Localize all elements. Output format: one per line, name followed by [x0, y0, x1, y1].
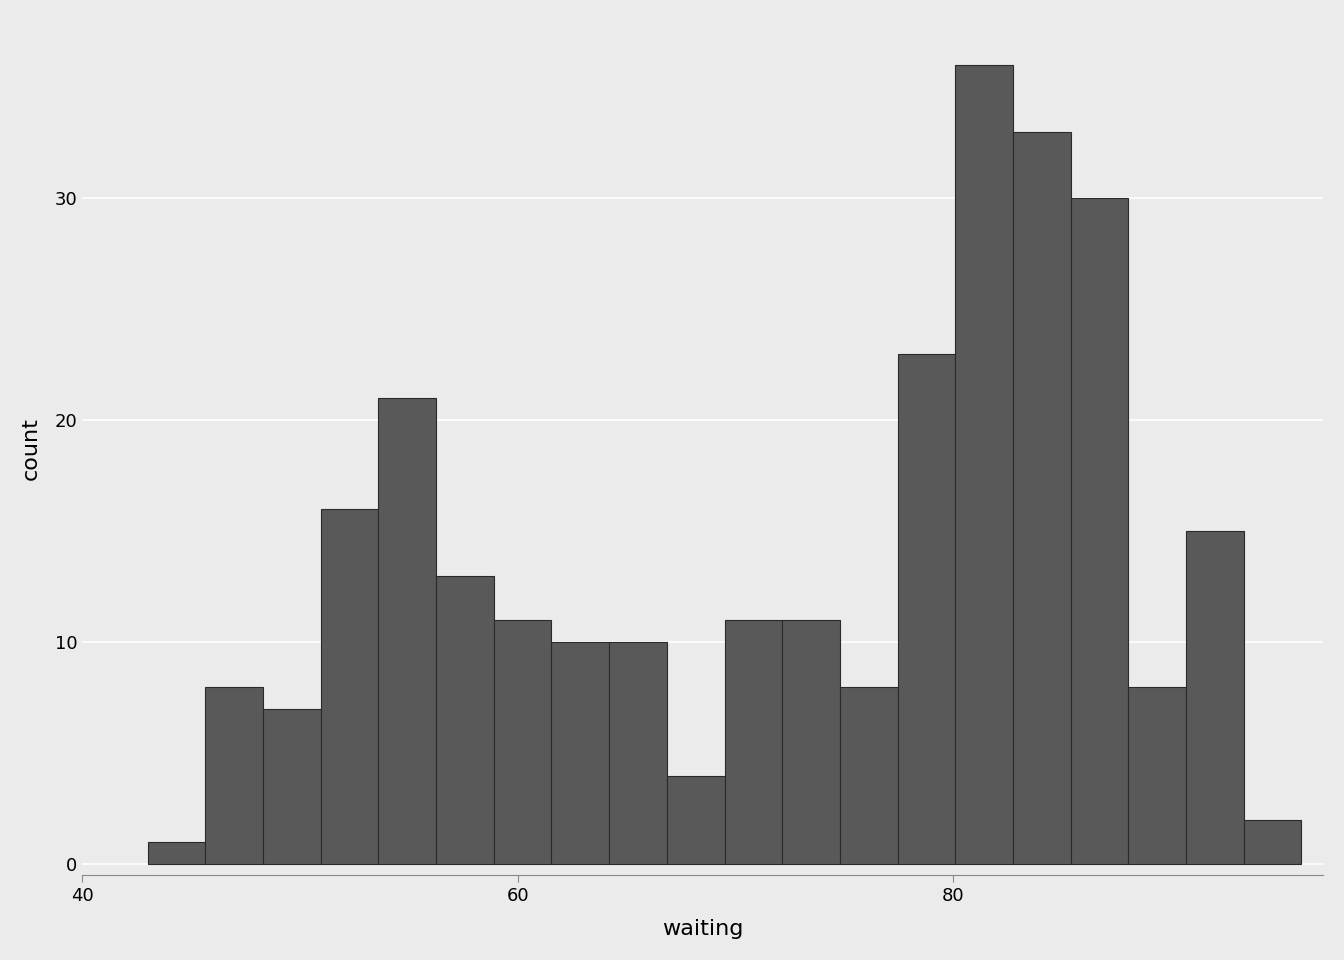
Bar — [263, 709, 321, 864]
Bar — [1013, 132, 1071, 864]
Bar — [724, 620, 782, 864]
Bar — [551, 642, 609, 864]
Bar — [206, 686, 263, 864]
Bar — [493, 620, 551, 864]
Bar — [782, 620, 840, 864]
Y-axis label: count: count — [22, 417, 40, 480]
Bar — [1185, 532, 1243, 864]
Bar — [1129, 686, 1185, 864]
Bar — [1071, 199, 1129, 864]
Bar — [667, 776, 724, 864]
Bar — [148, 842, 206, 864]
Bar — [435, 576, 493, 864]
Bar — [321, 509, 379, 864]
Bar — [898, 354, 956, 864]
Bar — [840, 686, 898, 864]
Bar — [609, 642, 667, 864]
Bar — [379, 398, 435, 864]
Bar — [1243, 820, 1301, 864]
Bar — [956, 65, 1013, 864]
X-axis label: waiting: waiting — [663, 919, 743, 939]
